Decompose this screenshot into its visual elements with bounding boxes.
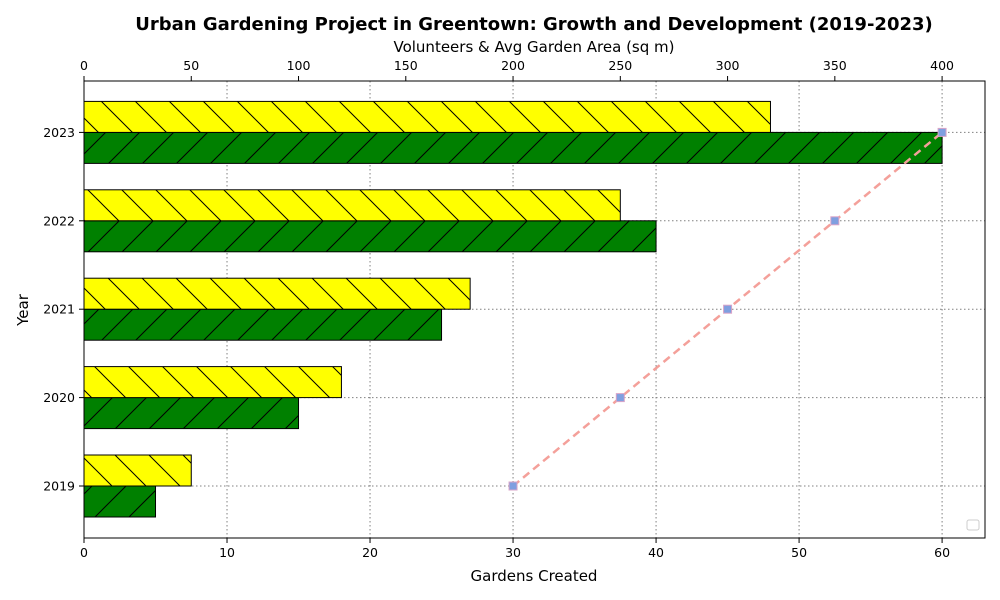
x-axis-bottom-label: Gardens Created (471, 567, 598, 585)
bar-gardens-created (83, 308, 443, 341)
x-axis-top-label: Volunteers & Avg Garden Area (sq m) (393, 38, 674, 56)
y-tick-label: 2023 (43, 125, 75, 140)
x-top-tick-label: 150 (394, 58, 418, 73)
x-top-tick-label: 300 (716, 58, 740, 73)
line-marker (937, 127, 947, 137)
bar-gardens-created (83, 397, 300, 430)
x-bottom-tick-label: 30 (505, 545, 521, 560)
y-tick-label: 2019 (43, 479, 75, 494)
y-tick-label: 2021 (43, 302, 75, 317)
bar-volunteers (83, 277, 471, 310)
legend-box (966, 519, 980, 531)
x-top-tick-label: 200 (501, 58, 525, 73)
x-top-tick-label: 50 (183, 58, 199, 73)
bars-layer (83, 100, 943, 518)
bar-gardens-created (83, 485, 157, 518)
x-bottom-tick-label: 10 (219, 545, 235, 560)
line-marker (830, 216, 840, 226)
bar-volunteers (83, 366, 342, 399)
x-bottom-tick-label: 0 (80, 545, 88, 560)
x-bottom-tick-label: 60 (934, 545, 950, 560)
line-layer (508, 127, 947, 491)
chart-title: Urban Gardening Project in Greentown: Gr… (135, 14, 933, 35)
y-tick-label: 2022 (43, 213, 75, 228)
line-marker (615, 393, 625, 403)
plot-frame (83, 80, 986, 539)
x-top-tick-label: 350 (823, 58, 847, 73)
x-top-tick-label: 250 (608, 58, 632, 73)
bar-gardens-created (83, 220, 657, 253)
x-top-tick-label: 0 (80, 58, 88, 73)
bar-volunteers (83, 454, 192, 487)
line-marker (508, 481, 518, 491)
x-bottom-tick-label: 40 (648, 545, 664, 560)
bar-volunteers (83, 100, 771, 133)
bar-gardens-created (83, 131, 943, 164)
line-marker (723, 304, 733, 314)
x-top-tick-label: 100 (287, 58, 311, 73)
y-axis-label: Year (14, 293, 32, 327)
x-top-tick-label: 400 (930, 58, 954, 73)
bar-volunteers (83, 189, 621, 222)
x-bottom-tick-label: 50 (791, 545, 807, 560)
ticks-layer: 0 10 20 30 40 50 60 0 50 100 150 200 250 300 350 400 201… (43, 58, 954, 560)
x-bottom-tick-label: 20 (362, 545, 378, 560)
y-tick-label: 2020 (43, 390, 75, 405)
